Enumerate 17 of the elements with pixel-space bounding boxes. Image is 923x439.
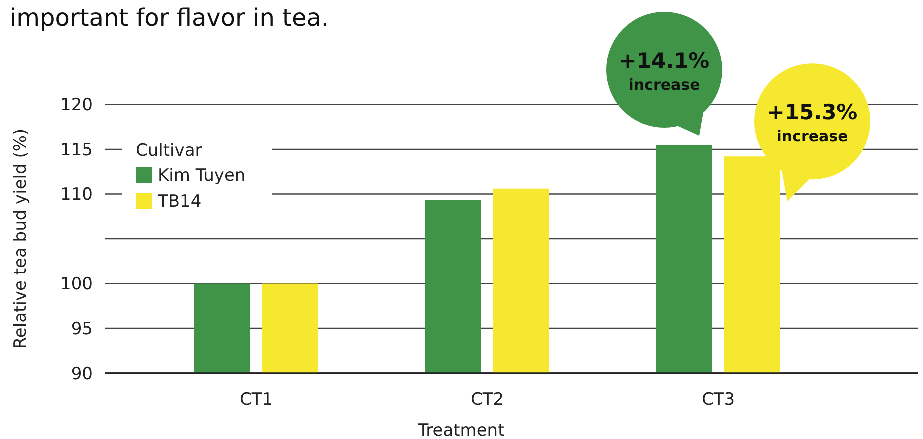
- y-axis-title: Relative tea bud yield (%): [11, 128, 31, 350]
- chart-title: important for flavor in tea.: [10, 4, 330, 32]
- legend-label: TB14: [157, 192, 202, 212]
- y-tick-label: 120: [60, 96, 93, 116]
- y-tick-label: 90: [71, 364, 93, 384]
- x-axis-title: Treatment: [417, 421, 506, 439]
- annotation: +15.3% increase: [767, 100, 858, 146]
- legend-title: Cultivar: [136, 141, 202, 161]
- y-tick-label: 115: [60, 140, 93, 160]
- y-tick-label: 100: [60, 274, 93, 295]
- x-tick-label: CT3: [702, 390, 736, 410]
- text: +14.1% increase: [619, 48, 710, 94]
- legend-label: Kim Tuyen: [158, 166, 246, 186]
- y-tick-label: 95: [71, 319, 93, 340]
- x-tick-label: CT1: [240, 390, 274, 410]
- y-tick-label: 110: [60, 185, 93, 206]
- x-tick-label: CT2: [470, 390, 504, 410]
